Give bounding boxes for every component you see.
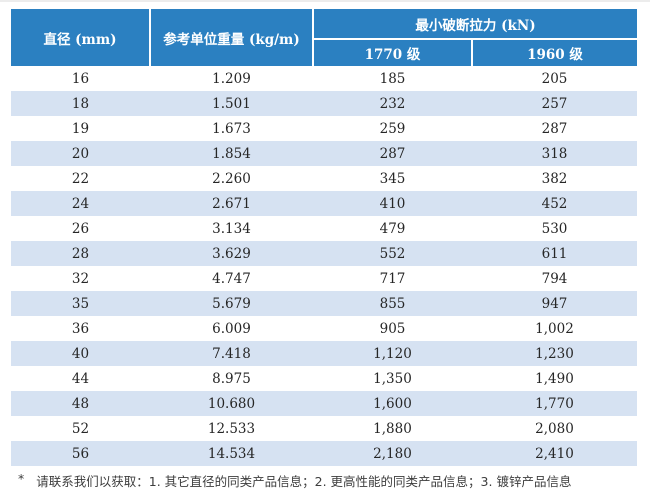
- table-row: 26 3.134 479 530: [11, 216, 638, 241]
- cell-grade-1960: 1,770: [472, 391, 638, 416]
- cell-grade-1770: 855: [313, 291, 472, 316]
- table-row: 24 2.671 410 452: [11, 191, 638, 216]
- cell-grade-1960: 1,002: [472, 316, 638, 341]
- cell-grade-1960: 530: [472, 216, 638, 241]
- cell-unit-weight: 12.533: [150, 416, 313, 441]
- cell-grade-1960: 947: [472, 291, 638, 316]
- col-header-grade-1960: 1960 级: [472, 39, 638, 66]
- top-divider: [0, 0, 650, 2]
- table-row: 32 4.747 717 794: [11, 266, 638, 291]
- cell-unit-weight: 8.975: [150, 366, 313, 391]
- cell-grade-1770: 232: [313, 91, 472, 116]
- cell-unit-weight: 1.209: [150, 66, 313, 91]
- cell-grade-1960: 1,490: [472, 366, 638, 391]
- table-row: 16 1.209 185 205: [11, 66, 638, 91]
- cell-unit-weight: 7.418: [150, 341, 313, 366]
- cell-diameter: 20: [11, 141, 150, 166]
- table-row: 48 10.680 1,600 1,770: [11, 391, 638, 416]
- cell-unit-weight: 4.747: [150, 266, 313, 291]
- header-row-sub: 1770 级 1960 级: [11, 39, 638, 66]
- col-header-diameter: 直径 (mm): [11, 9, 151, 66]
- cell-grade-1770: 410: [313, 191, 472, 216]
- cell-diameter: 24: [11, 191, 150, 216]
- col-header-unit-weight: 参考单位重量 (kg/m): [150, 9, 314, 66]
- cell-diameter: 48: [11, 391, 150, 416]
- footnote-text: 请联系我们以获取：1. 其它直径的同类产品信息；2. 更高性能的同类产品信息；3…: [36, 474, 572, 489]
- cell-grade-1960: 611: [472, 241, 638, 266]
- cell-grade-1960: 2,080: [472, 416, 638, 441]
- cell-diameter: 16: [11, 66, 150, 91]
- cell-grade-1770: 185: [313, 66, 472, 91]
- cell-unit-weight: 3.629: [150, 241, 313, 266]
- cell-grade-1770: 287: [313, 141, 472, 166]
- cell-unit-weight: 2.260: [150, 166, 313, 191]
- cell-unit-weight: 1.501: [150, 91, 313, 116]
- cell-grade-1770: 1,350: [313, 366, 472, 391]
- cell-diameter: 26: [11, 216, 150, 241]
- cell-grade-1960: 318: [472, 141, 638, 166]
- cell-diameter: 44: [11, 366, 150, 391]
- cell-diameter: 52: [11, 416, 150, 441]
- table-body: 16 1.209 185 205 18 1.501 232 257 19 1.673 259 287 2…: [11, 66, 638, 466]
- cell-grade-1960: 794: [472, 266, 638, 291]
- table-header: 直径 (mm) 参考单位重量 (kg/m) 最小破断拉力 (kN) 1770 级…: [11, 9, 638, 66]
- col-header-breaking-force: 最小破断拉力 (kN): [313, 9, 638, 40]
- footnote-marker: *: [18, 471, 25, 486]
- cell-diameter: 28: [11, 241, 150, 266]
- header-row-top: 直径 (mm) 参考单位重量 (kg/m) 最小破断拉力 (kN): [11, 9, 638, 66]
- cell-grade-1770: 905: [313, 316, 472, 341]
- cell-unit-weight: 1.673: [150, 116, 313, 141]
- table-row: 52 12.533 1,880 2,080: [11, 416, 638, 441]
- cell-grade-1770: 1,600: [313, 391, 472, 416]
- cell-grade-1770: 345: [313, 166, 472, 191]
- cell-diameter: 56: [11, 441, 150, 466]
- cell-unit-weight: 5.679: [150, 291, 313, 316]
- cell-grade-1770: 259: [313, 116, 472, 141]
- cell-unit-weight: 3.134: [150, 216, 313, 241]
- table-row: 20 1.854 287 318: [11, 141, 638, 166]
- cell-grade-1770: 1,120: [313, 341, 472, 366]
- cell-grade-1960: 257: [472, 91, 638, 116]
- cell-unit-weight: 14.534: [150, 441, 313, 466]
- cell-unit-weight: 6.009: [150, 316, 313, 341]
- cell-diameter: 32: [11, 266, 150, 291]
- table-row: 18 1.501 232 257: [11, 91, 638, 116]
- table-row: 28 3.629 552 611: [11, 241, 638, 266]
- cell-grade-1960: 382: [472, 166, 638, 191]
- cell-grade-1770: 479: [313, 216, 472, 241]
- cell-diameter: 36: [11, 316, 150, 341]
- table-row: 40 7.418 1,120 1,230: [11, 341, 638, 366]
- table-row: 56 14.534 2,180 2,410: [11, 441, 638, 466]
- col-header-grade-1770: 1770 级: [313, 39, 473, 66]
- cell-grade-1960: 2,410: [472, 441, 638, 466]
- table-row: 22 2.260 345 382: [11, 166, 638, 191]
- table-row: 19 1.673 259 287: [11, 116, 638, 141]
- cell-grade-1960: 287: [472, 116, 638, 141]
- spec-table: 直径 (mm) 参考单位重量 (kg/m) 最小破断拉力 (kN) 1770 级…: [11, 9, 638, 466]
- cell-grade-1960: 1,230: [472, 341, 638, 366]
- cell-diameter: 40: [11, 341, 150, 366]
- cell-grade-1770: 552: [313, 241, 472, 266]
- cell-diameter: 18: [11, 91, 150, 116]
- cell-unit-weight: 1.854: [150, 141, 313, 166]
- cell-diameter: 35: [11, 291, 150, 316]
- footnote: * 请联系我们以获取：1. 其它直径的同类产品信息；2. 更高性能的同类产品信息…: [18, 471, 638, 490]
- cell-diameter: 19: [11, 116, 150, 141]
- cell-grade-1960: 452: [472, 191, 638, 216]
- cell-grade-1960: 205: [472, 66, 638, 91]
- cell-grade-1770: 2,180: [313, 441, 472, 466]
- table-row: 36 6.009 905 1,002: [11, 316, 638, 341]
- cell-unit-weight: 2.671: [150, 191, 313, 216]
- table-row: 44 8.975 1,350 1,490: [11, 366, 638, 391]
- cell-grade-1770: 717: [313, 266, 472, 291]
- cell-diameter: 22: [11, 166, 150, 191]
- cell-grade-1770: 1,880: [313, 416, 472, 441]
- cell-unit-weight: 10.680: [150, 391, 313, 416]
- table-row: 35 5.679 855 947: [11, 291, 638, 316]
